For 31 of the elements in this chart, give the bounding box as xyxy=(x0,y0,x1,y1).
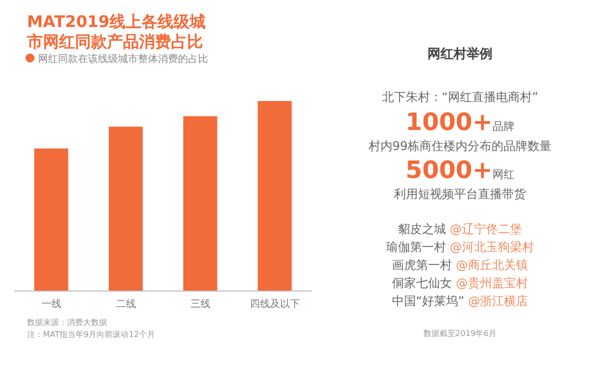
bar xyxy=(258,101,292,291)
bar xyxy=(34,148,68,291)
text: 注：MAT指当年9月向前滚动12个月 xyxy=(27,330,155,339)
text: 貂皮之城 xyxy=(398,222,450,236)
text: 网红 xyxy=(492,168,514,181)
text: 侗家七仙女 xyxy=(392,276,456,290)
bar xyxy=(183,116,218,291)
text: 村内99栋商住楼内分布的品牌数量 xyxy=(367,139,552,153)
x-tick-label: 三线 xyxy=(190,298,210,310)
text: @河北玉狗梁村 xyxy=(450,240,534,254)
x-tick-label: 四线及以下 xyxy=(250,298,300,310)
legend-label: 网红同款在该线级城市整体消费的占比 xyxy=(38,53,208,65)
x-tick-label: 二线 xyxy=(116,298,136,310)
text: 品牌 xyxy=(492,120,514,133)
text: @浙江横店 xyxy=(468,294,528,308)
text: 中国“好莱坞” xyxy=(392,294,468,308)
text: 画虎第一村 xyxy=(392,258,456,272)
text: 利用短视频平台直播带货 xyxy=(394,187,526,201)
source-note: 数据来源：消费大数据 xyxy=(27,318,107,327)
text: @贵州盖宝村 xyxy=(456,276,528,290)
chart-title: MAT2019线上各线级城市网红同款产品消费占比 xyxy=(26,12,206,51)
text: 北下朱村：“网红直播电商村” xyxy=(382,90,538,104)
text: 数据截至2019年6月 xyxy=(423,329,497,338)
text: 瑜伽第一村 xyxy=(386,240,450,254)
text: 5000+ xyxy=(406,156,492,184)
bar xyxy=(108,126,143,291)
text: 网红村举例 xyxy=(428,46,492,62)
text: 1000+ xyxy=(406,108,492,136)
x-tick-label: 一线 xyxy=(41,298,62,310)
text: @商丘北关镇 xyxy=(456,258,528,272)
text: @辽宁佟二堡 xyxy=(450,222,522,236)
